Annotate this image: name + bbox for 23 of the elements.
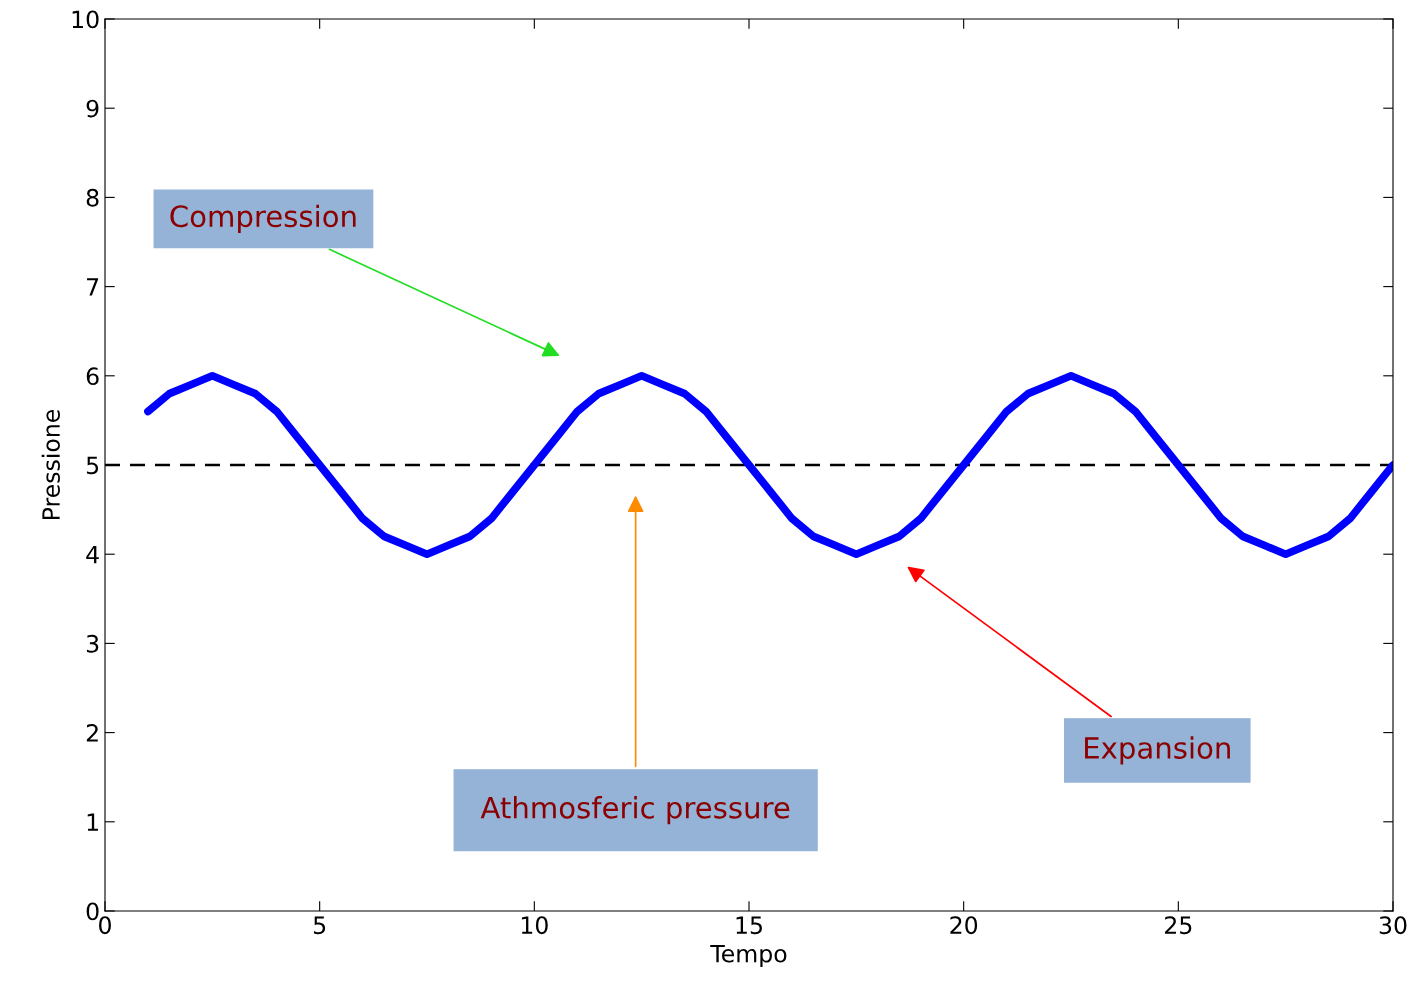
x-tick-label: 0 [99,916,111,935]
annotation: Expansion [1085,736,1230,765]
x-tick-label: 10 [521,916,548,935]
annotation: Athmosferic pressure [480,796,790,825]
y-tick-label: 9 [86,99,99,118]
y-tick-label: 6 [86,367,99,386]
y-tick-label: 10 [72,10,99,29]
x-tick-label: 15 [736,916,762,935]
y-tick-label: 3 [86,634,99,653]
y-tick-label: 8 [86,188,99,207]
x-tick-label: 20 [950,916,978,935]
x-tick-label: 5 [313,916,326,935]
y-tick-label: 7 [87,278,99,296]
y-tick-label: 2 [86,724,98,742]
x-tick-label: 25 [1165,916,1192,935]
y-tick-label: 0 [86,902,99,921]
x-tick-label: 30 [1379,916,1407,935]
y-tick-label: 1 [87,813,98,831]
y-axis-title: Pressione [41,409,60,519]
y-tick-label: 4 [86,545,99,564]
annotation: Compression [170,204,356,233]
y-tick-label: 5 [86,456,99,475]
x-axis-title: Tempo [710,944,787,968]
